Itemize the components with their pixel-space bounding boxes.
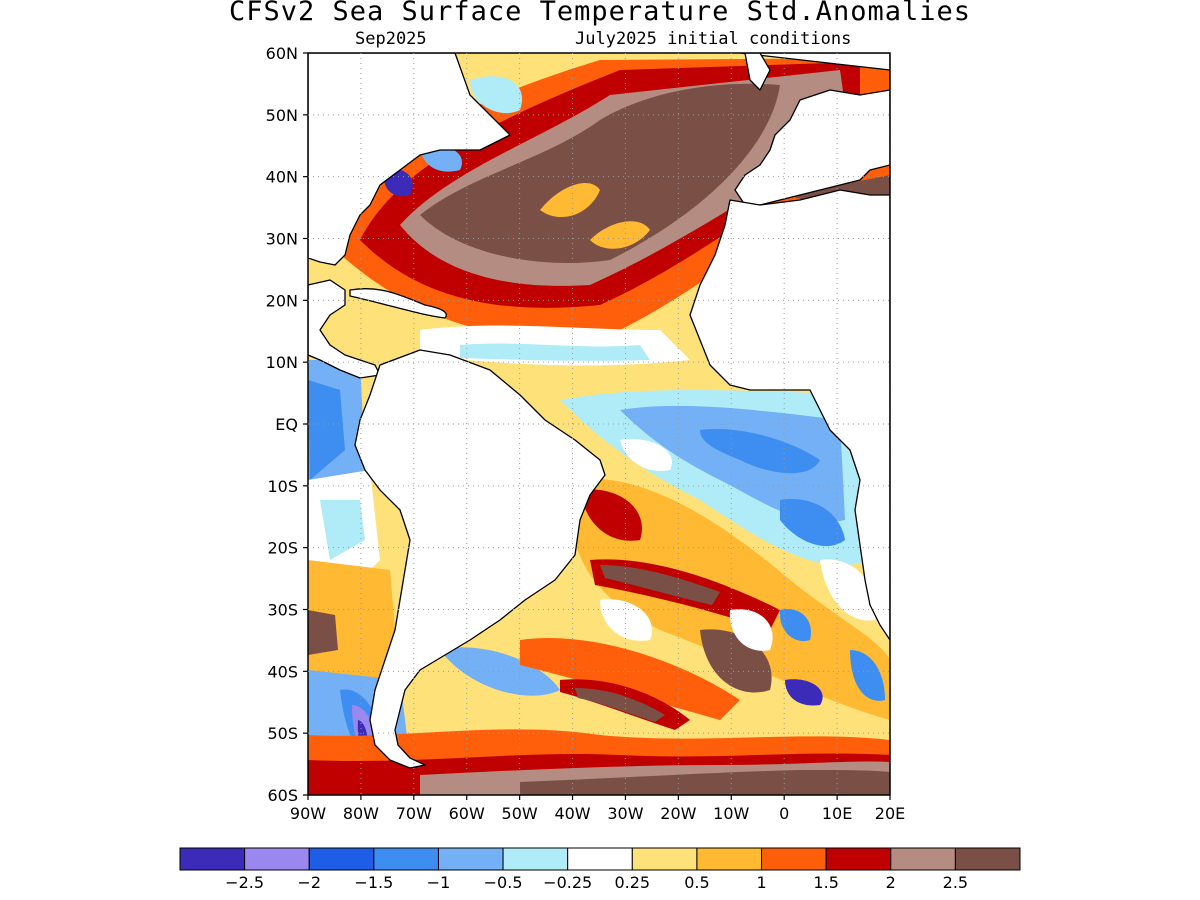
- central-america: [308, 279, 381, 379]
- lon-tick-label: 90W: [290, 804, 326, 823]
- colorbar-swatch: [308, 847, 375, 871]
- graticule: [308, 53, 890, 795]
- colorbar: −2.5 −2 −1.5 −1 −0.5 −0.25 0.25 0.5 1 1.5 2 2.5: [179, 847, 1021, 892]
- lon-tick-label: 60W: [449, 804, 485, 823]
- caribbean-islands: [349, 288, 447, 319]
- colorbar-swatch: [244, 847, 310, 871]
- colorbar-label: −1: [427, 873, 451, 892]
- lon-tick-label: 0: [779, 804, 789, 823]
- latitude-axis: 60N 50N 40N 30N 20N 10N EQ 10S 20S 30S 40S 50S 60S: [266, 44, 308, 805]
- africa: [689, 189, 890, 641]
- lat-tick-label: 30S: [267, 601, 298, 620]
- lat-tick-label: 20S: [267, 539, 298, 558]
- colorbar-label: 2: [886, 873, 896, 892]
- lat-tick-label: 60N: [266, 44, 298, 63]
- british-isles: [744, 53, 771, 91]
- colorbar-label: 1: [756, 873, 766, 892]
- colorbar-label: 0.5: [684, 873, 709, 892]
- colorbar-swatch: [825, 847, 892, 871]
- south-america: [354, 349, 606, 769]
- colorbar-swatch: [567, 847, 633, 871]
- lon-tick-label: 30W: [607, 804, 643, 823]
- colorbar-swatch: [437, 847, 504, 871]
- colorbar-swatch: [502, 847, 569, 871]
- lat-tick-label: 10N: [266, 353, 298, 372]
- lon-tick-label: 70W: [396, 804, 432, 823]
- lon-tick-label: 10W: [713, 804, 749, 823]
- colorbar-swatch: [696, 847, 763, 871]
- lon-tick-label: 80W: [343, 804, 379, 823]
- lat-tick-label: 50S: [267, 724, 298, 743]
- lat-tick-label: 40N: [266, 168, 298, 187]
- colorbar-swatch: [373, 847, 439, 871]
- land-masses: [308, 53, 890, 769]
- colorbar-swatch: [761, 847, 827, 871]
- lon-tick-label: 20E: [875, 804, 905, 823]
- colorbar-label: 0.25: [614, 873, 650, 892]
- lat-tick-label: 30N: [266, 230, 298, 249]
- map-title: CFSv2 Sea Surface Temperature Std.Anomal…: [229, 0, 971, 27]
- lat-tick-label: 60S: [267, 786, 298, 805]
- lon-tick-label: 40W: [554, 804, 590, 823]
- north-america: [308, 53, 511, 266]
- valid-month-label: Sep2025: [355, 29, 427, 49]
- lat-tick-label: 50N: [266, 106, 298, 125]
- lon-tick-label: 10E: [822, 804, 852, 823]
- colorbar-label: −1.5: [354, 873, 393, 892]
- colorbar-label: −0.5: [484, 873, 523, 892]
- colorbar-swatch: [954, 847, 1021, 871]
- longitude-axis: 90W 80W 70W 60W 50W 40W 30W 20W 10W 0 10E 20E: [290, 795, 905, 823]
- colorbar-label: −2.5: [225, 873, 264, 892]
- initial-conditions-label: July2025 initial conditions: [575, 29, 852, 49]
- colorbar-swatch: [631, 847, 698, 871]
- colorbar-label: −0.25: [543, 873, 592, 892]
- colorbar-label: −2: [297, 873, 321, 892]
- colorbar-swatch: [890, 847, 956, 871]
- colorbar-label: 2.5: [943, 873, 968, 892]
- lat-tick-label: 40S: [267, 662, 298, 681]
- colorbar-label: 1.5: [813, 873, 838, 892]
- lat-tick-label: 10S: [267, 477, 298, 496]
- colorbar-swatch: [179, 847, 246, 871]
- lon-tick-label: 20W: [660, 804, 696, 823]
- lat-tick-label: 20N: [266, 291, 298, 310]
- lat-tick-label: EQ: [275, 415, 298, 434]
- lon-tick-label: 50W: [502, 804, 538, 823]
